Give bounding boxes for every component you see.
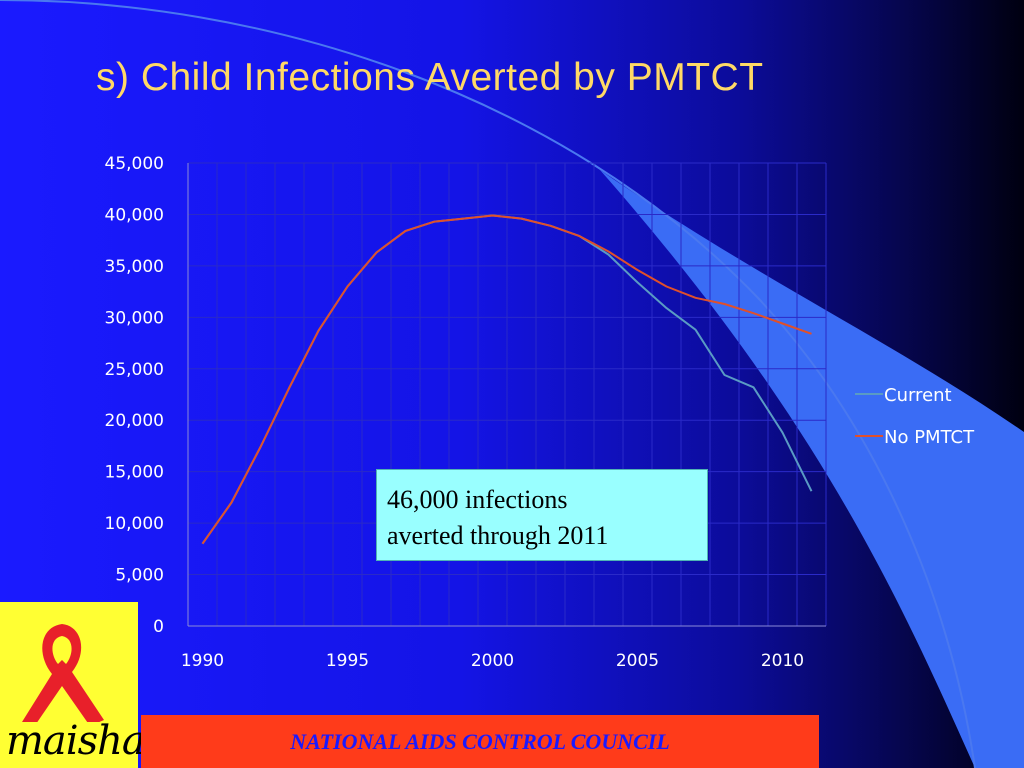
red-ribbon-icon: [22, 624, 104, 726]
legend-label: No PMTCT: [884, 427, 975, 448]
series-line-1: [201, 214, 812, 545]
y-tick-label: 30,000: [105, 308, 164, 328]
y-tick-label: 20,000: [105, 411, 164, 431]
slide-title: s) Child Infections Averted by PMTCT: [96, 56, 764, 99]
x-tick-label: 1995: [326, 651, 369, 671]
footer-text: NATIONAL AIDS CONTROL COUNCIL: [290, 729, 670, 754]
x-tick-label: 2005: [616, 651, 659, 671]
y-tick-label: 35,000: [105, 257, 164, 277]
x-tick-label: 2000: [471, 651, 514, 671]
y-tick-label: 0: [153, 617, 164, 637]
y-tick-label: 10,000: [105, 514, 164, 534]
line-chart: 0 5,000 10,000 15,000 20,000 25,000 30,000 35,0…: [105, 154, 975, 671]
footer-bar: NATIONAL AIDS CONTROL COUNCIL: [141, 715, 819, 768]
y-tick-label: 45,000: [105, 154, 164, 174]
x-tick-label: 2010: [761, 651, 804, 671]
callout-box: 46,000 infections averted through 2011: [376, 469, 708, 561]
y-tick-label: 5,000: [115, 566, 164, 586]
x-tick-label: 1990: [181, 651, 224, 671]
logo-text: maisha!: [6, 718, 161, 764]
callout-line-2: averted through 2011: [387, 521, 609, 550]
legend-label: Current: [884, 385, 952, 406]
maisha-logo: maisha!: [0, 602, 161, 768]
y-tick-label: 40,000: [105, 205, 164, 225]
y-tick-label: 25,000: [105, 360, 164, 380]
y-tick-label: 15,000: [105, 463, 164, 483]
callout-line-1: 46,000 infections: [387, 485, 568, 514]
